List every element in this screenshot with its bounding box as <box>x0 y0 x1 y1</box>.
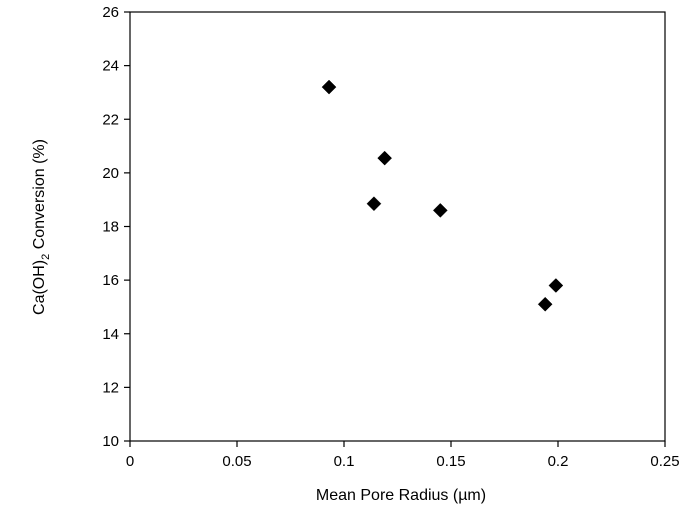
x-tick-label: 0.1 <box>334 453 355 470</box>
plot-area <box>129 11 666 442</box>
y-tick-label: 20 <box>102 165 119 182</box>
y-tick-label: 26 <box>102 4 119 21</box>
plot-border <box>129 11 666 442</box>
y-tick-label: 18 <box>102 219 119 236</box>
data-point <box>377 150 393 166</box>
x-tick-label: 0 <box>126 453 134 470</box>
data-points <box>321 79 564 312</box>
x-axis: 0 0.05 0.1 0.15 0.2 0.25 <box>126 441 680 470</box>
x-tick-label: 0.05 <box>222 453 251 470</box>
y-axis-title-subscript: 2 <box>40 254 52 260</box>
data-point <box>548 278 564 293</box>
y-tick-label: 12 <box>102 379 119 396</box>
data-point <box>432 203 448 218</box>
y-tick-label: 14 <box>102 326 119 343</box>
y-axis: 10 12 14 16 18 20 22 24 26 <box>102 4 130 450</box>
x-tick-label: 0.2 <box>548 453 569 470</box>
x-tick-label: 0.25 <box>650 453 679 470</box>
x-tick-label: 0.15 <box>436 453 465 470</box>
y-axis-title: Ca(OH)2 Conversion (%) <box>31 139 52 315</box>
x-axis-title: Mean Pore Radius (µm) <box>316 487 486 504</box>
data-point <box>321 79 337 95</box>
data-point <box>366 196 382 212</box>
y-tick-label: 24 <box>102 58 119 75</box>
data-point <box>537 296 553 312</box>
y-axis-title-suffix: Conversion (%) <box>31 139 48 254</box>
y-tick-label: 16 <box>102 272 119 289</box>
y-tick-label: 10 <box>102 433 119 450</box>
y-tick-label: 22 <box>102 111 119 128</box>
y-axis-title-prefix: Ca(OH) <box>31 260 48 315</box>
